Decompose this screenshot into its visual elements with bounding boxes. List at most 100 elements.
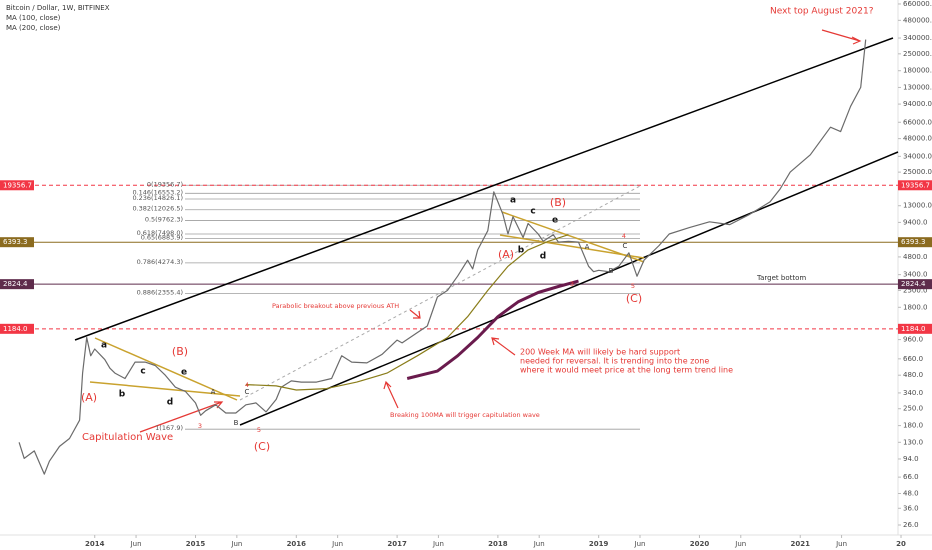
wave-label: c: [140, 367, 145, 377]
annotation: Parabolic breakout above previous ATH: [272, 302, 399, 310]
arrows: [139, 29, 862, 433]
fib-label: 0.886(2355.4): [137, 288, 183, 296]
legend-entry: MA (100, close): [6, 14, 61, 22]
y-tick-label: 250000.0: [903, 50, 932, 58]
wave-label: (B): [172, 345, 188, 358]
wave-label: 3: [570, 280, 574, 288]
wave-label: e: [181, 368, 187, 378]
wave-label: (C): [254, 440, 270, 453]
legend-entry: MA (200, close): [6, 24, 61, 32]
y-tick-label: 660.0: [903, 355, 923, 363]
x-tick-label: Jun: [634, 540, 646, 548]
x-tick-label: 2016: [287, 540, 307, 548]
wave-label: e: [552, 216, 558, 226]
wave-label: 4: [622, 232, 626, 240]
wave-label: 3: [198, 422, 202, 430]
annotation: needed for reversal. It is trending into…: [520, 357, 709, 366]
wave-label: d: [540, 252, 546, 262]
x-tick-label: 20: [896, 540, 906, 548]
price-label: 6393.3: [901, 238, 926, 246]
series-line: [245, 234, 569, 391]
wave-label: a: [101, 341, 107, 351]
y-tick-label: 960.0: [903, 336, 923, 344]
wave-label: (A): [81, 391, 97, 404]
fib-label: 0.146(16553.2): [132, 188, 183, 196]
price-label: 19356.7: [901, 181, 930, 189]
price-label: 2824.4: [901, 280, 926, 288]
wave-label: A: [211, 388, 216, 396]
price-label-left: 1184.0: [3, 325, 28, 333]
x-tick-label: 2015: [186, 540, 206, 548]
y-tick-label: 1800.0: [903, 303, 928, 311]
fib-label: 0.236(14826.1): [132, 194, 183, 202]
y-tick-label: 250.0: [903, 405, 923, 413]
annotations: Next top August 2021? Target bottom Para…: [82, 7, 874, 444]
x-tick-label: Jun: [835, 540, 847, 548]
wave-label: 5: [257, 426, 261, 434]
wave-label: A: [585, 243, 590, 251]
x-tick-label: 2014: [85, 540, 105, 548]
y-tick-label: 340000.0: [903, 34, 932, 42]
y-tick-label: 25000.0: [903, 168, 932, 176]
trend-line: [239, 151, 899, 426]
layer: [0, 184, 898, 430]
annotation: 200 Week MA will likely be hard support: [520, 348, 680, 357]
x-tick-label: 2019: [589, 540, 609, 548]
arrow: [821, 29, 862, 45]
price-label-box: [898, 237, 932, 248]
arrow: [383, 380, 399, 409]
price-label-left: 6393.3: [3, 238, 28, 246]
fib-label: 0.382(12026.5): [132, 205, 183, 213]
y-tick-label: 130.0: [903, 438, 923, 446]
price-label-box: [898, 180, 932, 191]
x-tick-label: Jun: [734, 540, 746, 548]
wave-label: d: [167, 398, 173, 408]
fib-label: 0.65(6883.9): [141, 233, 183, 241]
x-tick-label: 2020: [690, 540, 710, 548]
x-tick-label: Jun: [331, 540, 343, 548]
y-tick-label: 94.0: [903, 455, 919, 463]
trend-line: [74, 37, 894, 341]
y-tick-label: 180.0: [903, 422, 923, 430]
annotation: Breaking 100MA will trigger capitulation…: [390, 411, 540, 419]
wave-label: C: [245, 388, 250, 396]
price-label-box-left: [0, 279, 34, 290]
series-line: [406, 279, 579, 380]
y-tick-label: 480000.0: [903, 16, 932, 24]
y-tick-label: 26.0: [903, 521, 919, 529]
x-tick-label: Jun: [432, 540, 444, 548]
y-tick-label: 34000.0: [903, 152, 932, 160]
annotation: where it would meet price at the long te…: [520, 366, 733, 375]
x-tick-label: 2021: [790, 540, 810, 548]
fib-trend: [239, 185, 641, 401]
price-label-box-left: [0, 180, 34, 191]
arrow: [139, 401, 224, 433]
triangle-line: [89, 381, 241, 397]
x-tick-label: Jun: [230, 540, 242, 548]
fib-label: 1(167.9): [155, 424, 183, 432]
y-tick-label: 9400.0: [903, 218, 928, 226]
y-tick-label: 36.0: [903, 504, 919, 512]
triangle-line: [499, 234, 645, 259]
series-line: [18, 39, 867, 475]
fib-label: 0.786(4274.3): [137, 258, 183, 266]
y-tick-label: 2500.0: [903, 286, 928, 294]
x-tick-label: Jun: [533, 540, 545, 548]
price-label-box: [898, 323, 932, 334]
y-tick-label: 66000.0: [903, 118, 932, 126]
y-tick-label: 13000.0: [903, 202, 932, 210]
wave-label: (A): [498, 248, 514, 261]
wave-label: C: [623, 242, 628, 250]
y-tick-label: 130000.0: [903, 83, 932, 91]
y-tick-label: 340.0: [903, 389, 923, 397]
y-tick-label: 180000.0: [903, 67, 932, 75]
price-label-box-left: [0, 237, 34, 248]
y-tick-label: 48.0: [903, 489, 919, 497]
legend-title: Bitcoin / Dollar, 1W, BITFINEX: [6, 4, 110, 12]
price-label-left: 19356.7: [3, 181, 32, 189]
triangle-line: [94, 337, 238, 401]
wave-label: a: [510, 196, 516, 206]
y-tick-label: 48000.0: [903, 135, 932, 143]
annotation: Capitulation Wave: [82, 432, 173, 443]
